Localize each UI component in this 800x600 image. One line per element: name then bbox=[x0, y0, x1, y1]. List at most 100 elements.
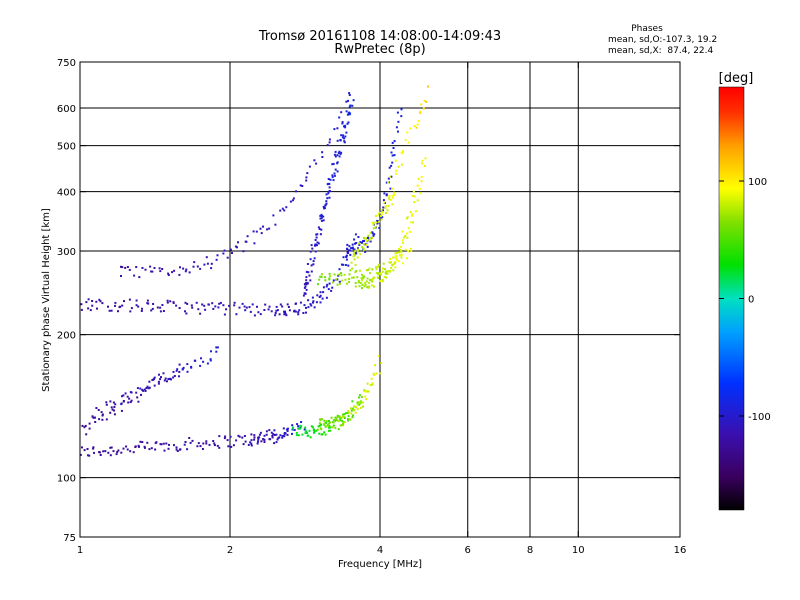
data-point bbox=[175, 448, 178, 451]
data-point bbox=[309, 250, 312, 253]
data-point bbox=[339, 424, 342, 427]
data-point bbox=[314, 250, 317, 253]
data-point bbox=[346, 282, 349, 285]
data-point bbox=[369, 231, 372, 234]
data-point bbox=[336, 415, 339, 418]
data-point bbox=[321, 156, 324, 158]
data-point bbox=[388, 196, 391, 199]
data-point bbox=[413, 125, 416, 128]
data-point bbox=[313, 431, 315, 434]
data-point bbox=[373, 276, 376, 279]
data-point bbox=[304, 285, 307, 288]
data-point bbox=[128, 397, 131, 400]
data-point bbox=[347, 264, 350, 267]
data-point bbox=[354, 233, 357, 236]
data-point bbox=[321, 433, 324, 436]
data-point bbox=[275, 305, 278, 308]
data-point bbox=[268, 305, 271, 308]
data-point bbox=[330, 289, 333, 292]
data-point bbox=[126, 266, 129, 268]
data-point bbox=[332, 179, 335, 182]
data-point bbox=[371, 236, 374, 239]
data-point bbox=[399, 245, 402, 248]
data-point bbox=[292, 427, 295, 430]
data-point bbox=[114, 304, 116, 307]
data-point bbox=[319, 217, 322, 220]
data-point bbox=[420, 180, 423, 183]
data-point bbox=[166, 380, 168, 383]
data-point bbox=[120, 265, 122, 268]
data-point bbox=[381, 216, 384, 219]
data-point bbox=[313, 430, 316, 433]
data-point bbox=[336, 139, 339, 142]
data-point bbox=[396, 111, 399, 114]
data-point bbox=[259, 227, 262, 230]
data-point bbox=[363, 237, 365, 239]
data-point bbox=[263, 309, 266, 311]
data-point bbox=[150, 447, 153, 450]
data-point bbox=[354, 254, 356, 257]
data-point bbox=[320, 273, 323, 276]
data-point bbox=[403, 236, 405, 239]
data-point bbox=[382, 199, 385, 202]
data-point bbox=[373, 285, 375, 288]
data-point bbox=[390, 266, 393, 269]
data-point bbox=[201, 303, 204, 306]
data-point bbox=[304, 431, 307, 434]
data-point bbox=[293, 309, 296, 312]
data-points bbox=[79, 85, 430, 457]
data-point bbox=[120, 403, 123, 406]
data-point bbox=[365, 280, 368, 283]
data-point bbox=[291, 424, 294, 427]
data-point bbox=[178, 307, 181, 309]
y-tick-labels: 75 100 200 300 400 500 600 750 bbox=[57, 58, 76, 544]
data-point bbox=[371, 268, 374, 271]
data-point bbox=[361, 283, 364, 286]
data-point bbox=[366, 286, 369, 289]
data-point bbox=[359, 269, 361, 272]
data-point bbox=[397, 165, 400, 168]
data-point bbox=[308, 429, 311, 432]
data-point bbox=[226, 439, 229, 442]
data-point bbox=[97, 409, 100, 411]
data-point bbox=[401, 151, 404, 154]
data-point bbox=[163, 379, 166, 382]
data-point bbox=[354, 250, 357, 252]
data-point bbox=[270, 310, 273, 313]
data-point bbox=[144, 268, 147, 271]
data-point bbox=[390, 164, 393, 167]
data-point bbox=[343, 125, 345, 128]
data-point bbox=[340, 134, 343, 137]
data-point bbox=[356, 250, 359, 253]
data-point bbox=[327, 288, 330, 291]
data-point bbox=[91, 304, 94, 307]
data-point bbox=[175, 304, 178, 307]
data-point bbox=[359, 402, 362, 405]
data-point bbox=[319, 427, 322, 430]
data-point bbox=[335, 278, 338, 281]
data-point bbox=[249, 310, 252, 313]
data-point bbox=[354, 263, 357, 266]
data-point bbox=[178, 273, 181, 276]
data-point bbox=[391, 187, 394, 190]
data-point bbox=[114, 403, 117, 406]
data-point bbox=[299, 301, 302, 304]
data-point bbox=[329, 421, 331, 424]
data-point bbox=[394, 266, 397, 269]
data-point bbox=[242, 250, 245, 253]
data-point bbox=[411, 213, 414, 216]
data-point bbox=[281, 305, 284, 308]
data-point bbox=[362, 240, 364, 243]
data-point bbox=[356, 256, 359, 259]
data-point bbox=[350, 409, 353, 412]
data-point bbox=[380, 362, 383, 364]
data-point bbox=[245, 240, 248, 243]
data-point bbox=[87, 307, 90, 310]
data-point bbox=[123, 300, 125, 303]
data-point bbox=[166, 299, 169, 302]
data-point bbox=[329, 275, 331, 278]
data-point bbox=[347, 411, 350, 414]
data-point bbox=[390, 261, 392, 264]
data-point bbox=[98, 298, 101, 301]
data-point bbox=[384, 205, 387, 208]
